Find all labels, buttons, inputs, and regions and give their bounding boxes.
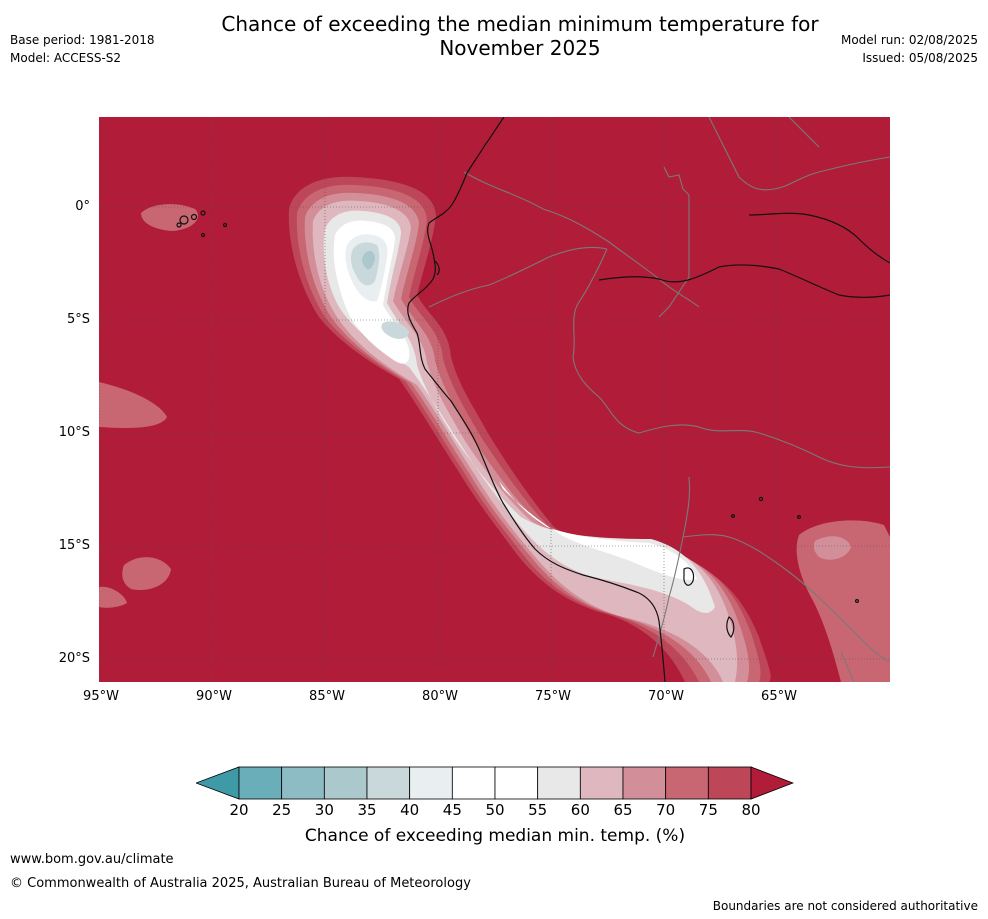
map-svg: [99, 117, 890, 682]
colorbar-tick-label: 50: [485, 801, 505, 819]
lat-label-5s: 5°S: [66, 312, 90, 327]
colorbar-segment: [579, 766, 624, 800]
map-panel: [99, 117, 890, 682]
lon-label-90w: 90°W: [196, 689, 232, 704]
website-link[interactable]: www.bom.gov.au/climate: [10, 852, 174, 867]
lat-label-20s: 20°S: [58, 651, 90, 666]
lon-label-95w: 95°W: [83, 689, 119, 704]
lat-label-0: 0°: [75, 199, 90, 214]
base-period: Base period: 1981-2018: [10, 33, 155, 47]
colorbar-tick-label: 30: [314, 801, 334, 819]
lon-label-75w: 75°W: [535, 689, 571, 704]
shading-plume-band-35: [362, 251, 375, 270]
shading-plume-lower-blue: [381, 321, 409, 339]
lon-label-70w: 70°W: [648, 689, 684, 704]
shading-west-patch: [99, 382, 167, 428]
meta-left: Base period: 1981-2018 Model: ACCESS-S2: [10, 31, 155, 67]
colorbar: [194, 765, 795, 801]
colorbar-tick-label: 65: [613, 801, 633, 819]
issued-date: Issued: 05/08/2025: [862, 51, 978, 65]
copyright-text: © Commonwealth of Australia 2025, Austra…: [10, 876, 471, 891]
colorbar-tick-label: 80: [741, 801, 761, 819]
colorbar-segment: [707, 766, 752, 800]
colorbar-tick-label: 20: [229, 801, 249, 819]
colorbar-label: Chance of exceeding median min. temp. (%…: [304, 826, 686, 846]
colorbar-segment: [622, 766, 667, 800]
title-line-2: November 2025: [439, 36, 601, 60]
colorbar-extend-high: [750, 766, 795, 800]
colorbar-tick-label: 55: [528, 801, 548, 819]
colorbar-segment: [238, 766, 283, 800]
shading-southeast-inner: [813, 536, 851, 560]
colorbar-extend-low: [194, 766, 240, 800]
shading-plume-band-50-south: [499, 481, 697, 580]
colorbar-tick-label: 75: [698, 801, 718, 819]
coastlines: [176, 117, 890, 682]
colorbar-tick-label: 45: [442, 801, 462, 819]
meta-right: Model run: 02/08/2025 Issued: 05/08/2025: [841, 31, 978, 67]
map-gridlines: [99, 117, 890, 682]
colorbar-tick-label: 25: [272, 801, 292, 819]
lat-label-10s: 10°S: [58, 425, 90, 440]
colorbar-segment: [451, 766, 496, 800]
country-borders: [428, 117, 890, 682]
colorbar-segment: [665, 766, 709, 800]
lon-label-85w: 85°W: [309, 689, 345, 704]
shading-southeast-patch: [796, 520, 890, 682]
model-run: Model run: 02/08/2025: [840, 33, 978, 47]
lat-label-15s: 15°S: [58, 538, 90, 553]
map-background: [99, 117, 890, 682]
colorbar-tick-label: 70: [656, 801, 676, 819]
colorbar-segment: [537, 766, 581, 800]
colorbar-svg: [194, 766, 795, 800]
colorbar-tick-label: 40: [400, 801, 420, 819]
lon-label-80w: 80°W: [422, 689, 458, 704]
boundaries-disclaimer: Boundaries are not considered authoritat…: [712, 899, 978, 913]
colorbar-tick-label: 60: [570, 801, 590, 819]
colorbar-segment: [494, 766, 539, 800]
colorbar-tick-label: 35: [357, 801, 377, 819]
shading-southwest-edge: [99, 586, 127, 608]
colorbar-segment: [366, 766, 411, 800]
model-name: Model: ACCESS-S2: [10, 51, 122, 65]
title-line-1: Chance of exceeding the median minimum t…: [221, 12, 819, 36]
lon-label-65w: 65°W: [761, 689, 797, 704]
colorbar-segment: [409, 766, 453, 800]
colorbar-segment: [281, 766, 325, 800]
shading-southwest-patch: [122, 557, 171, 591]
chart-title: Chance of exceeding the median minimum t…: [160, 12, 880, 60]
colorbar-segment: [323, 766, 368, 800]
